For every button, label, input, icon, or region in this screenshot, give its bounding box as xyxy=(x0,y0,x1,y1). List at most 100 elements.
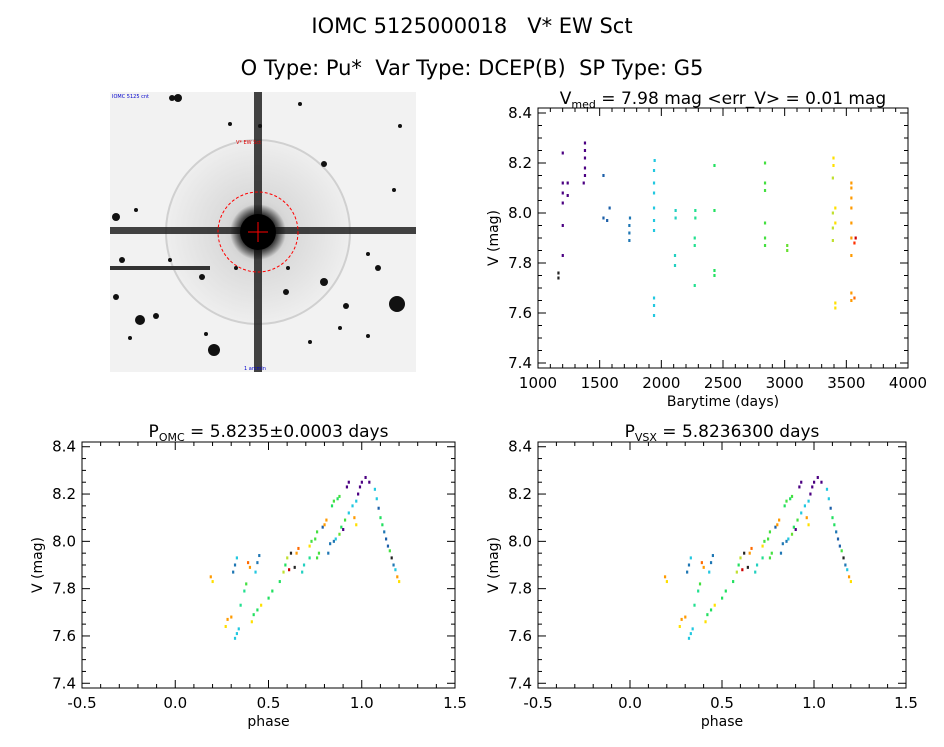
data-point xyxy=(561,191,564,195)
data-point xyxy=(317,551,321,555)
data-point xyxy=(358,485,362,489)
data-point xyxy=(355,499,358,503)
data-point xyxy=(746,565,749,569)
data-point xyxy=(383,530,386,534)
data-point xyxy=(330,504,334,508)
data-point xyxy=(347,511,350,515)
data-point xyxy=(831,516,834,520)
plot-frame xyxy=(81,441,456,689)
data-point xyxy=(687,563,691,567)
title-subscript: OMC xyxy=(159,431,185,444)
y-tick-label: 8.4 xyxy=(52,438,76,456)
data-point xyxy=(343,518,347,522)
data-point xyxy=(561,151,564,155)
data-point xyxy=(246,561,250,565)
x-tick-label: 1000 xyxy=(519,374,557,392)
y-tick-label: 7.8 xyxy=(508,580,532,598)
y-tick-label: 8.2 xyxy=(508,154,532,172)
x-tick-label: 0.0 xyxy=(618,694,642,712)
data-point xyxy=(807,499,810,503)
data-point xyxy=(850,186,853,190)
y-axis-label: V (mag) xyxy=(486,210,502,266)
data-point xyxy=(295,551,298,555)
data-point xyxy=(768,556,772,560)
data-point xyxy=(583,174,587,177)
data-point xyxy=(652,229,656,232)
y-tick-label: 8.4 xyxy=(508,438,532,456)
data-point xyxy=(235,556,238,560)
x-tick-label: 1.5 xyxy=(443,694,467,712)
data-point xyxy=(800,511,803,515)
y-tick-label: 8.0 xyxy=(52,532,76,550)
data-point xyxy=(606,219,609,222)
finder-label-target: V* EW Sct xyxy=(236,140,261,146)
x-axis-label: phase xyxy=(701,714,743,730)
data-point xyxy=(267,596,270,600)
phase-chart-vsx: PVSX = 5.8236300 days -0.5 0.0 0.5 1.0 1.5 7.4… xyxy=(486,422,918,730)
data-point xyxy=(687,636,691,640)
data-point xyxy=(368,480,371,484)
data-point xyxy=(582,181,585,185)
data-point xyxy=(844,563,847,567)
data-point xyxy=(825,487,829,491)
data-point xyxy=(628,239,631,242)
lightcurve-chart: Vmed = 7.98 mag <err_V> = 0.01 mag 1000 15… xyxy=(486,89,927,410)
y-axis-label: V (mag) xyxy=(486,537,502,593)
data-point xyxy=(832,156,835,160)
data-point xyxy=(831,211,834,215)
data-point xyxy=(763,221,767,225)
y-tick-label: 8.4 xyxy=(508,104,532,122)
data-point xyxy=(353,516,356,520)
data-point xyxy=(800,480,803,484)
data-point xyxy=(790,494,794,498)
data-point xyxy=(693,284,696,287)
data-point xyxy=(315,530,319,534)
data-point xyxy=(724,589,727,593)
data-point xyxy=(394,568,397,572)
data-point xyxy=(755,563,759,567)
data-point xyxy=(347,480,350,484)
data-point xyxy=(748,551,751,555)
data-point xyxy=(713,164,716,167)
data-point xyxy=(602,174,605,177)
data-point xyxy=(308,544,311,548)
data-point xyxy=(628,216,632,220)
chart-title: POMC = 5.8235±0.0003 days xyxy=(149,422,389,444)
data-point xyxy=(321,525,324,529)
data-point xyxy=(693,244,696,247)
data-point xyxy=(743,551,746,555)
x-tick-label: 3500 xyxy=(827,374,865,392)
data-point xyxy=(583,156,587,160)
data-point xyxy=(561,254,564,257)
data-point xyxy=(375,497,378,501)
title-symbol: V xyxy=(560,89,572,109)
data-point xyxy=(834,306,837,310)
data-point xyxy=(835,530,838,534)
x-tick-label: 1.0 xyxy=(350,694,374,712)
data-point xyxy=(373,487,377,491)
title-text: = 5.8236300 days xyxy=(657,422,820,442)
data-point xyxy=(557,276,560,280)
data-point xyxy=(557,271,560,275)
data-point xyxy=(392,563,395,567)
data-point xyxy=(732,580,735,584)
data-point xyxy=(561,224,564,227)
data-point xyxy=(329,542,332,546)
data-point xyxy=(388,549,391,553)
data-point xyxy=(566,181,569,185)
data-point xyxy=(248,565,252,569)
data-point xyxy=(315,556,319,560)
data-point xyxy=(697,589,700,593)
finder-label-top-left: IOMC 5125 cnt xyxy=(112,94,149,100)
data-point xyxy=(713,269,716,272)
data-point xyxy=(689,556,692,560)
y-tick-label: 7.4 xyxy=(508,674,532,692)
data-point xyxy=(811,485,814,489)
x-tick-label: -0.5 xyxy=(67,694,96,712)
data-point xyxy=(786,244,789,247)
data-point xyxy=(774,525,777,529)
data-point xyxy=(850,236,853,240)
x-tick-label: 3000 xyxy=(766,374,804,392)
data-point xyxy=(785,539,788,543)
data-point xyxy=(230,615,233,619)
